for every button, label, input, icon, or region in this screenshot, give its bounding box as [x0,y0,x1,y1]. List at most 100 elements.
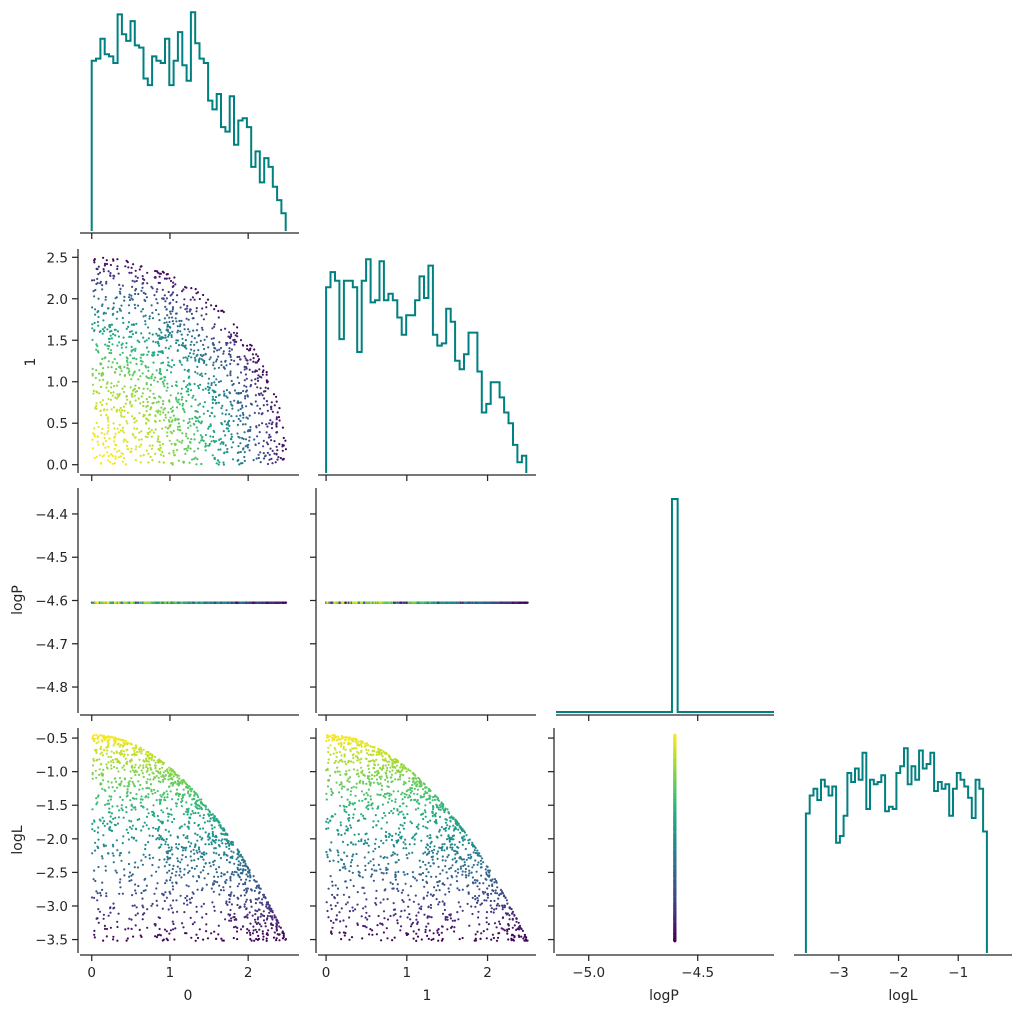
point-0-vs-1-33 [203,401,206,404]
point-0-vs-1-4 [239,414,242,417]
point-0-vs-logL-98 [110,764,113,767]
point-0-vs-1-1234 [253,438,256,441]
point-0-vs-1-1302 [151,287,154,290]
point-0-vs-1-1377 [132,434,135,437]
point-0-vs-1-679 [119,292,122,295]
point-0-vs-1-1476 [133,427,136,430]
x-axis-label-logP: logP [649,988,679,1004]
point-0-vs-1-945 [219,380,222,383]
point-0-vs-1-284 [105,414,108,417]
point-0-vs-1-1245 [125,444,129,447]
point-0-vs-1-1442 [206,385,209,388]
point-0-vs-1-1357 [145,346,149,349]
point-0-vs-logL-5 [145,763,148,766]
point-0-vs-1-342 [212,364,215,367]
point-0-vs-1-489 [103,326,106,329]
point-0-vs-1-886 [108,330,111,333]
point-0-vs-1-853 [107,366,110,369]
point-0-vs-1-198 [130,294,133,297]
point-0-vs-1-1137 [175,341,178,345]
point-0-vs-1-30 [207,427,210,430]
point-0-vs-1-451 [167,290,170,294]
point-0-vs-1-506 [222,390,225,393]
point-0-vs-1-1353 [184,452,187,455]
point-0-vs-1-708 [265,441,268,444]
y-tick-label-r2c0-2: −4.6 [35,594,68,610]
point-0-vs-1-1340 [138,431,141,434]
point-0-vs-1-1394 [236,326,239,329]
point-0-vs-1-1212 [239,407,242,411]
point-0-vs-logL-122 [193,821,196,825]
point-0-vs-1-513 [181,404,184,407]
point-0-vs-1-449 [134,448,137,451]
point-0-vs-1-1100 [172,414,175,417]
point-0-vs-1-646 [91,323,94,326]
point-0-vs-1-1026 [109,263,112,267]
point-0-vs-1-779 [225,450,228,453]
point-0-vs-1-98 [110,386,113,389]
point-0-vs-1-1381 [172,451,175,454]
point-0-vs-1-586 [151,459,154,462]
point-0-vs-logL-203 [260,925,263,928]
point-0-vs-1-828 [193,356,196,359]
point-0-vs-1-1077 [194,288,197,291]
point-0-vs-logL-303 [119,784,122,787]
point-0-vs-1-1129 [169,294,172,297]
point-0-vs-1-257 [233,399,236,402]
point-0-vs-1-827 [162,297,165,300]
point-0-vs-1-1093 [208,442,211,445]
point-1-vs-logP-1406 [508,601,511,604]
point-0-vs-1-34 [252,459,255,462]
point-0-vs-1-810 [105,259,108,262]
point-0-vs-logL-372 [167,778,170,781]
point-0-vs-1-1058 [227,423,230,426]
point-0-vs-1-305 [140,438,143,441]
point-0-vs-1-1148 [194,420,197,423]
point-0-vs-1-75 [144,292,147,295]
point-0-vs-logL-181 [249,933,252,937]
point-0-vs-1-1207 [196,353,199,356]
point-0-vs-1-1367 [124,402,127,405]
point-1-vs-logP-1493 [369,601,373,604]
point-0-vs-1-128 [116,362,119,365]
point-0-vs-1-1430 [110,337,113,340]
point-0-vs-1-1029 [113,358,116,361]
point-0-vs-1-937 [95,421,98,424]
point-0-vs-1-1484 [168,420,171,423]
point-0-vs-1-1164 [189,383,192,386]
point-0-vs-1-341 [185,435,188,438]
point-0-vs-1-731 [205,306,208,309]
point-0-vs-logP-1431 [187,601,190,604]
point-0-vs-1-598 [96,281,99,285]
point-0-vs-logP-1454 [113,601,117,604]
point-0-vs-1-1385 [190,312,193,315]
point-0-vs-1-1441 [176,439,179,442]
point-0-vs-1-1283 [93,427,96,430]
point-0-vs-logP-1466 [197,601,201,604]
point-0-vs-1-357 [137,378,140,381]
point-0-vs-1-753 [128,402,132,405]
point-0-vs-logL-195 [155,799,158,802]
point-0-vs-1-1263 [193,457,196,460]
point-0-vs-1-385 [212,343,215,346]
point-0-vs-1-1474 [143,414,146,417]
point-0-vs-logL-8 [112,845,115,848]
point-0-vs-logL-307 [105,927,109,931]
point-0-vs-1-1368 [187,426,190,429]
point-0-vs-logP-1459 [282,601,285,604]
point-0-vs-1-1303 [213,456,216,459]
point-1-vs-logP-1224 [482,601,485,604]
point-0-vs-1-154 [275,395,278,398]
point-0-vs-1-1330 [114,455,117,458]
point-0-vs-1-432 [270,405,273,408]
point-0-vs-1-1465 [266,380,269,383]
point-0-vs-logL-89 [96,899,99,902]
point-0-vs-1-1322 [119,309,122,312]
point-0-vs-1-857 [270,439,273,442]
y-tick-label-r2c0-3: −4.7 [35,637,68,653]
point-0-vs-1-798 [188,330,191,333]
point-0-vs-1-577 [171,308,174,311]
point-0-vs-1-290 [229,337,232,340]
point-0-vs-1-1215 [171,310,174,313]
point-0-vs-1-907 [170,442,173,445]
